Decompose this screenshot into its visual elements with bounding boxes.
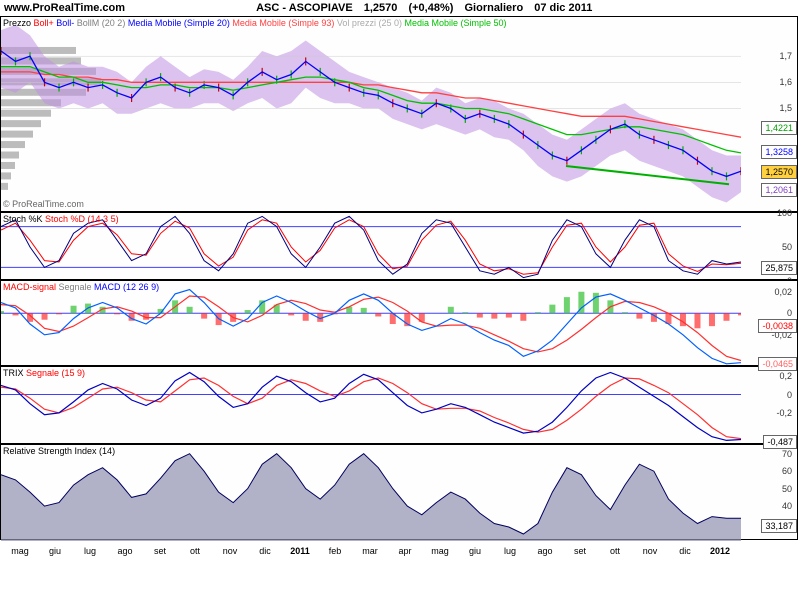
x-tick: feb [329, 546, 342, 556]
x-tick: nov [643, 546, 658, 556]
x-tick: nov [223, 546, 238, 556]
chart-container: www.ProRealTime.com ASC - ASCOPIAVE 1,25… [0, 0, 800, 600]
x-tick: lug [84, 546, 96, 556]
trix-panel[interactable]: TRIX Segnale (15 9) 0,20-0,2-0,487 [0, 366, 798, 444]
x-axis: mag giu lug ago set ott nov dic 2011 feb mar apr mag… [0, 540, 800, 564]
macd-panel[interactable]: MACD-signal Segnale MACD (12 26 9) 0,020… [0, 280, 798, 366]
x-tick: set [574, 546, 586, 556]
price-panel[interactable]: Prezzo Boll+ Boll- BollM (20 2) Media Mo… [0, 16, 798, 212]
x-tick: apr [398, 546, 411, 556]
copyright: © ProRealTime.com [3, 199, 84, 209]
x-tick: ott [190, 546, 200, 556]
x-tick: mar [362, 546, 378, 556]
x-tick: giu [469, 546, 481, 556]
x-tick: ott [610, 546, 620, 556]
x-tick: mag [11, 546, 29, 556]
x-tick: giu [49, 546, 61, 556]
panels-area: Prezzo Boll+ Boll- BollM (20 2) Media Mo… [0, 16, 800, 540]
price: 1,2570 [364, 2, 398, 14]
period: Giornaliero [464, 2, 523, 14]
x-tick: lug [504, 546, 516, 556]
x-tick: mag [431, 546, 449, 556]
stochastic-panel[interactable]: Stoch %K Stoch %D (14 3 5) 05010025,875 [0, 212, 798, 280]
date: 07 dic 2011 [534, 2, 592, 14]
x-tick: ago [117, 546, 132, 556]
x-tick: 2012 [710, 546, 730, 556]
chart-header: www.ProRealTime.com ASC - ASCOPIAVE 1,25… [0, 0, 800, 16]
x-tick: dic [679, 546, 691, 556]
x-tick: set [154, 546, 166, 556]
symbol: ASC - ASCOPIAVE [256, 2, 353, 14]
source-url: www.ProRealTime.com [4, 2, 125, 14]
x-tick: ago [537, 546, 552, 556]
x-tick: 2011 [290, 546, 310, 556]
change: (+0,48%) [408, 2, 453, 14]
rsi-panel[interactable]: Relative Strength Index (14) 4050607033,… [0, 444, 798, 540]
x-tick: dic [259, 546, 271, 556]
